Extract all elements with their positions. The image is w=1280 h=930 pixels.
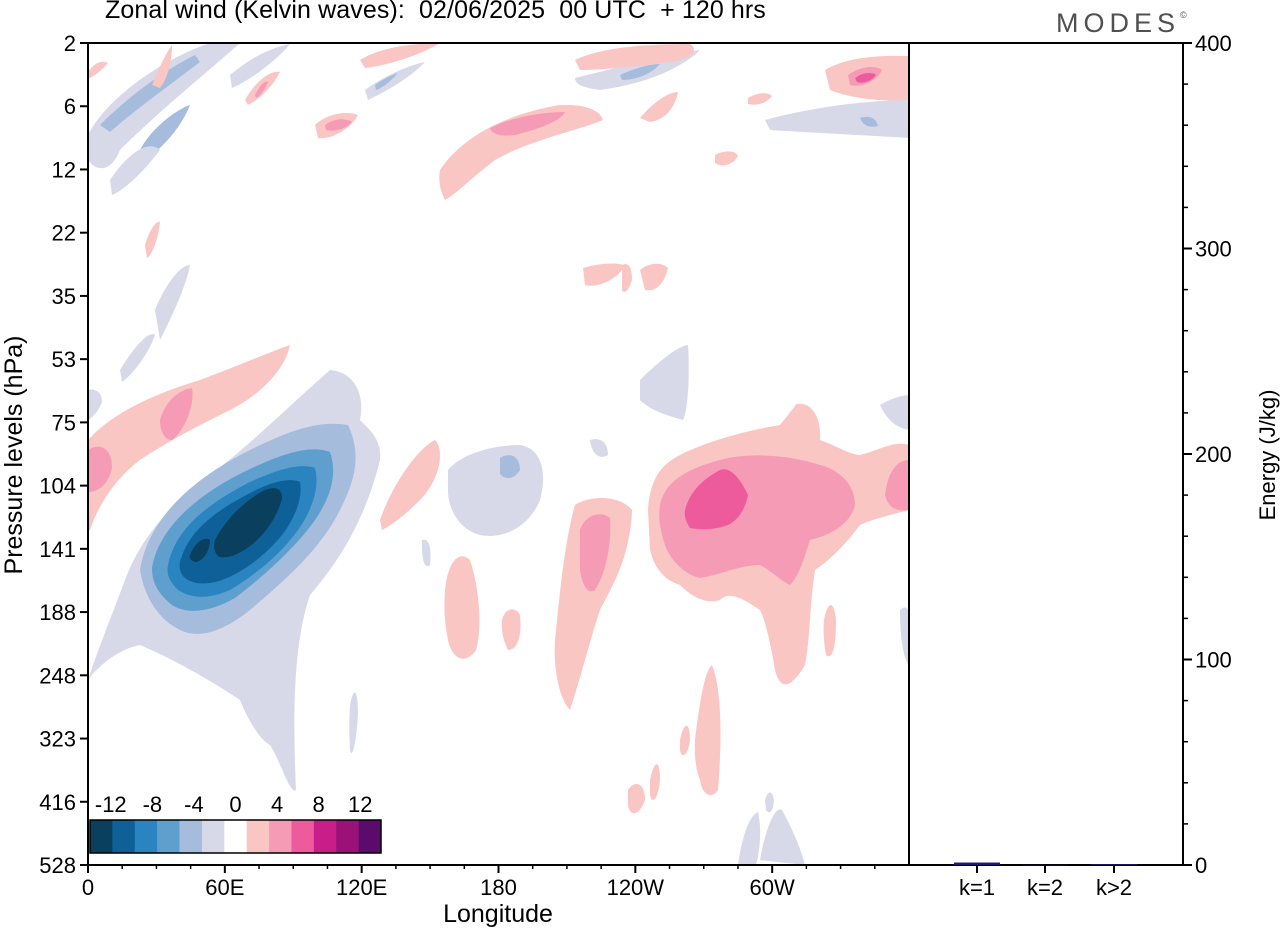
positive-lower-band — [380, 403, 909, 814]
energy-tick-label: 0 — [1195, 853, 1207, 878]
colorbar-swatch — [269, 820, 292, 853]
colorbar-label: -8 — [143, 792, 163, 817]
wind-contour-field — [88, 43, 909, 865]
energy-bars — [954, 862, 1137, 866]
pressure-axis: 2 6 12 22 35 53 75 104 141 188 248 323 416 528 — [39, 31, 88, 878]
colorbar-label: 12 — [348, 792, 372, 817]
colorbar-frame — [89, 819, 382, 854]
energy-category-labels: k=1 k=2 k>2 — [959, 865, 1132, 900]
y-tick-label: 528 — [39, 853, 76, 878]
colorbar-label: -12 — [95, 792, 127, 817]
energy-panel-frame — [908, 42, 1184, 866]
energy-tick-label: 400 — [1195, 31, 1232, 56]
positive-band-75hpa — [88, 345, 290, 530]
colorbar-label: 8 — [313, 792, 325, 817]
colorbar-swatch — [358, 820, 382, 853]
x-tick-label: 60W — [750, 875, 795, 900]
y-tick-label: 2 — [64, 31, 76, 56]
x-tick-label: 180 — [480, 875, 517, 900]
y-axis-title: Pressure levels (hPa) — [0, 336, 28, 575]
colorbar-swatch — [201, 820, 225, 853]
colorbar-label: 4 — [271, 792, 283, 817]
brand-name: MODES — [1056, 8, 1181, 38]
energy-bar — [954, 862, 1000, 865]
colorbar-swatch — [291, 820, 315, 853]
energy-tick-label: 300 — [1195, 237, 1232, 262]
energy-category-label: k=1 — [959, 875, 995, 900]
energy-axis-title: Energy (J/kg) — [1255, 390, 1280, 521]
upper-negative-streaks — [88, 43, 909, 665]
colorbar-swatch — [157, 820, 180, 853]
energy-tick-label: 100 — [1195, 648, 1232, 673]
colorbar-swatch — [336, 820, 359, 853]
y-tick-label: 323 — [39, 727, 76, 752]
energy-category-label: k>2 — [1096, 875, 1132, 900]
x-axis-title: Longitude — [443, 900, 553, 928]
colorbar-label: -4 — [184, 792, 204, 817]
y-tick-label: 53 — [52, 347, 76, 372]
colorbar-swatch — [179, 820, 203, 853]
y-tick-label: 22 — [52, 221, 76, 246]
y-tick-label: 75 — [52, 410, 76, 435]
colorbar-swatch — [112, 820, 136, 853]
energy-bar — [1091, 864, 1137, 865]
colorbar-swatch — [224, 820, 247, 853]
colorbar-swatch — [90, 820, 113, 853]
x-tick-label: 120E — [336, 875, 387, 900]
y-tick-label: 141 — [39, 537, 76, 562]
y-tick-label: 6 — [64, 94, 76, 119]
y-tick-label: 35 — [52, 284, 76, 309]
colorbar-label: 0 — [229, 792, 241, 817]
lower-negative-patches — [349, 692, 805, 865]
energy-tick-label: 200 — [1195, 442, 1232, 467]
energy-category-label: k=2 — [1027, 875, 1063, 900]
x-tick-label: 0 — [82, 875, 94, 900]
y-tick-label: 104 — [39, 474, 76, 499]
colorbar-swatch — [246, 820, 270, 853]
longitude-axis: 0 60E 120E 180 120W 60W — [82, 865, 876, 900]
negative-core — [88, 370, 381, 791]
energy-axis: 0 100 200 300 400 — [1183, 31, 1232, 878]
y-tick-label: 12 — [52, 157, 76, 182]
chart-title: Zonal wind (Kelvin waves): 02/06/2025 00… — [105, 0, 766, 24]
y-tick-label: 248 — [39, 663, 76, 688]
colorbar-swatch — [313, 820, 337, 853]
y-tick-label: 416 — [39, 790, 76, 815]
brand-logo: MODES© — [1056, 8, 1187, 39]
colorbar-swatch — [134, 820, 158, 853]
y-tick-label: 188 — [39, 600, 76, 625]
x-tick-label: 120W — [607, 875, 665, 900]
brand-mark: © — [1180, 10, 1187, 20]
x-tick-label: 60E — [205, 875, 244, 900]
negative-blob-180 — [421, 445, 544, 567]
colorbar: -12 -8 -4 0 4 8 12 — [89, 792, 382, 854]
upper-positive-streaks — [88, 43, 909, 292]
